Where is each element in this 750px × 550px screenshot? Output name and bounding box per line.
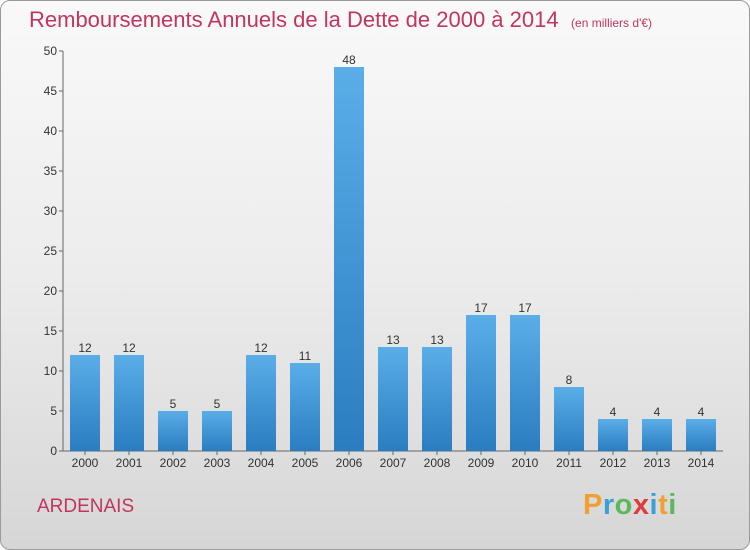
data-label: 5 [170, 397, 177, 411]
y-tick-label: 10 [44, 364, 58, 378]
bar [598, 419, 628, 451]
y-tick-label: 25 [44, 244, 58, 258]
bar [70, 355, 100, 451]
chart-unit: (en milliers d'€) [571, 16, 653, 30]
y-tick-label: 35 [44, 164, 58, 178]
logo-letter: P [583, 489, 603, 521]
data-label: 13 [386, 333, 400, 347]
x-tick-label: 2007 [380, 456, 407, 470]
bar [114, 355, 144, 451]
logo-letter: i [649, 489, 659, 521]
x-tick-label: 2013 [644, 456, 671, 470]
data-label: 5 [214, 397, 221, 411]
x-tick-label: 2008 [424, 456, 451, 470]
data-label: 48 [342, 53, 356, 67]
x-tick-label: 2014 [688, 456, 715, 470]
bar [422, 347, 452, 451]
y-tick-label: 5 [50, 404, 57, 418]
x-tick-label: 2009 [468, 456, 495, 470]
chart-title: Remboursements Annuels de la Dette de 20… [29, 7, 559, 32]
bar [642, 419, 672, 451]
data-label: 12 [254, 341, 268, 355]
bar [246, 355, 276, 451]
data-label: 4 [610, 405, 617, 419]
bar [158, 411, 188, 451]
x-tick-label: 2004 [248, 456, 275, 470]
y-tick-label: 30 [44, 204, 58, 218]
y-tick-label: 20 [44, 284, 58, 298]
x-tick-label: 2000 [72, 456, 99, 470]
logo-letter: t [658, 489, 669, 521]
chart-title-block: Remboursements Annuels de la Dette de 20… [29, 7, 652, 33]
data-label: 17 [518, 301, 532, 315]
bar [290, 363, 320, 451]
x-tick-label: 2012 [600, 456, 627, 470]
bar [686, 419, 716, 451]
logo-letter: x [632, 489, 650, 521]
commune-name: ARDENAIS [37, 496, 135, 517]
x-tick-label: 2010 [512, 456, 539, 470]
x-tick-label: 2006 [336, 456, 363, 470]
bar [202, 411, 232, 451]
bar [334, 67, 364, 451]
logo-letter: o [614, 489, 633, 521]
data-label: 4 [698, 405, 705, 419]
y-tick-label: 0 [50, 444, 57, 458]
bar [554, 387, 584, 451]
y-tick-label: 50 [44, 44, 58, 58]
y-tick-label: 45 [44, 84, 58, 98]
proxiti-logo: Proxiti [583, 489, 677, 522]
bar [466, 315, 496, 451]
x-tick-label: 2011 [556, 456, 582, 470]
x-tick-label: 2001 [116, 456, 143, 470]
data-label: 8 [566, 373, 573, 387]
x-tick-label: 2003 [204, 456, 231, 470]
data-label: 17 [474, 301, 488, 315]
data-label: 4 [654, 405, 661, 419]
x-tick-label: 2002 [160, 456, 187, 470]
data-label: 12 [78, 341, 92, 355]
bar [510, 315, 540, 451]
y-tick-label: 15 [44, 324, 58, 338]
data-label: 13 [430, 333, 444, 347]
logo-letter: r [602, 489, 615, 521]
logo-letter: i [668, 489, 677, 521]
data-label: 12 [122, 341, 136, 355]
x-tick-label: 2005 [292, 456, 319, 470]
bar [378, 347, 408, 451]
data-label: 11 [299, 349, 312, 363]
y-tick-label: 40 [44, 124, 58, 138]
